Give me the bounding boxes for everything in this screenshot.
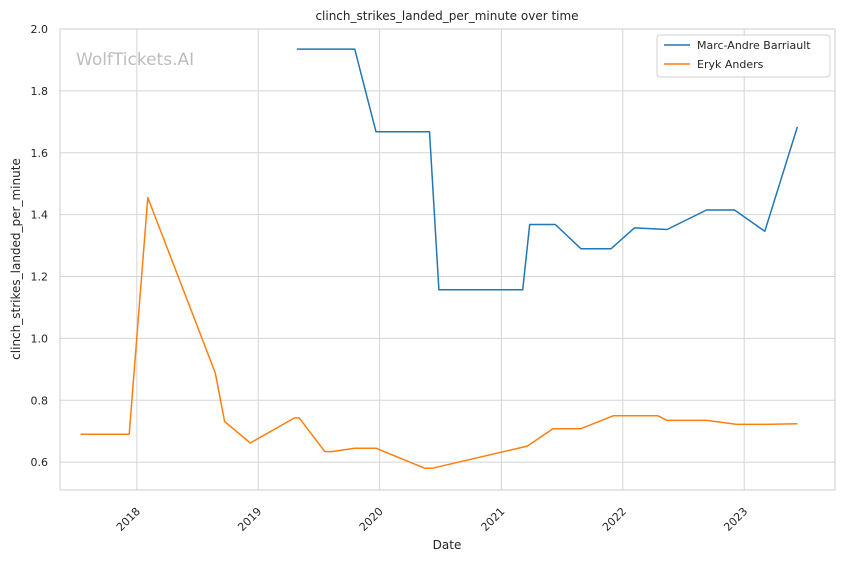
y-tick-label: 0.8 — [31, 394, 49, 407]
grid-lines — [60, 28, 835, 490]
legend-box — [656, 34, 831, 78]
y-tick-label: 1.8 — [31, 85, 49, 98]
legend: Marc-Andre Barriault Eryk Anders — [656, 34, 831, 78]
y-tick-label: 1.0 — [31, 332, 49, 345]
series-line-eryk-anders — [80, 196, 798, 470]
y-tick-label: 1.2 — [31, 271, 49, 284]
x-axis-label: Date — [433, 538, 462, 552]
y-tick-label: 0.6 — [31, 456, 49, 469]
y-tick-label: 2.0 — [31, 23, 49, 36]
plot-area-frame — [59, 28, 836, 491]
legend-label-marc-andre-barriault: Marc-Andre Barriault — [697, 39, 811, 52]
y-tick-label: 1.6 — [31, 147, 49, 160]
y-axis-label: clinch_strikes_landed_per_minute — [9, 158, 23, 360]
legend-label-eryk-anders: Eryk Anders — [697, 58, 764, 71]
series-layer — [80, 48, 799, 470]
series-line-marc-andre-barriault — [296, 48, 799, 291]
chart-title: clinch_strikes_landed_per_minute over ti… — [315, 9, 578, 23]
y-tick-label: 1.4 — [31, 209, 49, 222]
watermark-text: WolfTickets.AI — [76, 50, 194, 70]
